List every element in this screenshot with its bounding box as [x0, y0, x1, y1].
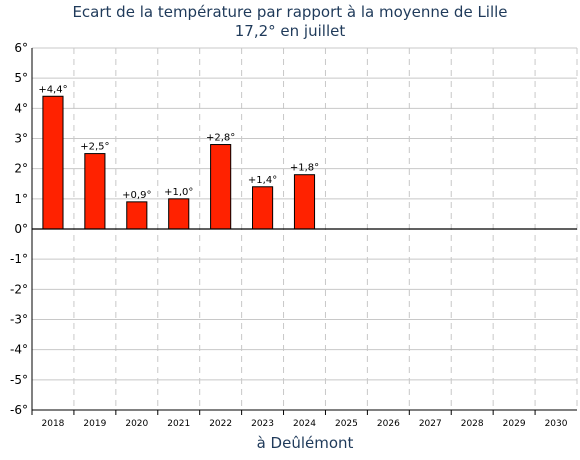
bar-value-label: +1,0° — [164, 187, 193, 198]
bar-value-label: +2,5° — [80, 142, 109, 153]
y-tick-label: -3° — [10, 313, 28, 327]
y-tick-label: 3° — [14, 132, 28, 146]
y-tick-label: 6° — [14, 41, 28, 55]
bar — [126, 201, 148, 230]
y-tick-label: 5° — [14, 71, 28, 85]
x-tick-label: 2021 — [167, 419, 190, 429]
bar — [168, 198, 190, 230]
bar — [42, 95, 64, 230]
bar-value-label: +1,8° — [290, 163, 319, 174]
x-axis-title: à Deûlémont — [256, 434, 354, 452]
bar-value-label: +1,4° — [248, 175, 277, 186]
x-tick-label: 2029 — [503, 419, 526, 429]
bar-value-label: +4,4° — [38, 84, 67, 95]
x-tick-label: 2020 — [125, 419, 148, 429]
y-tick-label: 0° — [14, 222, 28, 236]
bar — [252, 186, 274, 230]
bar-value-label: +2,8° — [206, 133, 235, 144]
bar — [293, 174, 316, 230]
chart-subtitle: 17,2° en juillet — [234, 22, 346, 40]
bar-value-label: +0,9° — [122, 190, 151, 201]
x-tick-label: 2024 — [293, 419, 316, 429]
x-tick-label: 2018 — [42, 419, 65, 429]
bar — [210, 144, 232, 230]
x-tick-label: 2025 — [335, 419, 358, 429]
y-tick-label: 2° — [14, 162, 28, 176]
bar — [84, 153, 106, 230]
y-tick-label: -5° — [10, 373, 28, 387]
x-tick-label: 2030 — [545, 419, 568, 429]
y-tick-label: -1° — [10, 252, 28, 266]
y-tick-label: 4° — [14, 101, 28, 115]
x-tick-label: 2028 — [461, 419, 484, 429]
x-tick-label: 2026 — [377, 419, 400, 429]
x-tick-label: 2023 — [251, 419, 274, 429]
y-tick-label: -4° — [10, 343, 28, 357]
chart-title: Ecart de la température par rapport à la… — [72, 3, 508, 21]
y-tick-label: 1° — [14, 192, 28, 206]
x-tick-label: 2022 — [209, 419, 232, 429]
y-tick-label: -6° — [10, 403, 28, 417]
x-tick-label: 2019 — [83, 419, 106, 429]
x-tick-label: 2027 — [419, 419, 442, 429]
y-tick-label: -2° — [10, 282, 28, 296]
